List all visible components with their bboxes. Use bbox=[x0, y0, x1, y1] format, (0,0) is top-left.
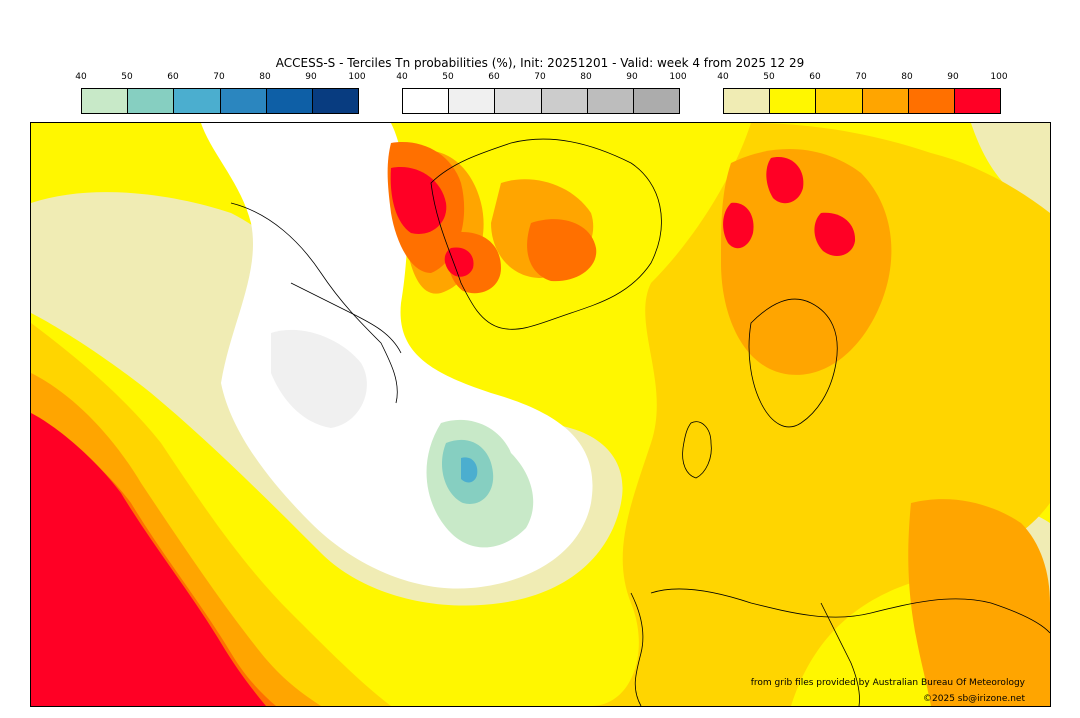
probability-map: from grib files provided by Australian B… bbox=[30, 122, 1051, 707]
legend-ticks-below: 40 50 60 70 80 90 100 bbox=[75, 72, 365, 84]
coastline-italy bbox=[820, 602, 860, 706]
legend-below-normal bbox=[81, 88, 359, 114]
tick-label: 90 bbox=[305, 72, 317, 82]
tick-label: 50 bbox=[763, 72, 775, 82]
tick-label: 60 bbox=[488, 72, 500, 82]
map-canvas: from grib files provided by Australian B… bbox=[31, 123, 1050, 706]
region-orange bbox=[721, 149, 892, 375]
tick-label: 40 bbox=[75, 72, 87, 82]
tick-label: 80 bbox=[259, 72, 271, 82]
coastline-scandinavia bbox=[748, 298, 838, 428]
tick-label: 100 bbox=[990, 72, 1008, 82]
region-red bbox=[814, 212, 856, 256]
region-red bbox=[390, 167, 447, 234]
coastline-iberia bbox=[630, 592, 644, 706]
tick-label: 70 bbox=[534, 72, 546, 82]
map-title: ACCESS-S - Terciles Tn probabilities (%)… bbox=[275, 56, 805, 70]
region-light-grey bbox=[271, 329, 367, 428]
legend-swatch bbox=[312, 89, 359, 113]
legend-swatch bbox=[724, 89, 771, 113]
coastline-europe bbox=[650, 588, 1050, 634]
legend-swatch bbox=[908, 89, 955, 113]
tick-label: 90 bbox=[626, 72, 638, 82]
tick-label: 70 bbox=[213, 72, 225, 82]
tick-label: 60 bbox=[809, 72, 821, 82]
tick-label: 50 bbox=[442, 72, 454, 82]
region-red bbox=[723, 202, 754, 249]
tick-label: 100 bbox=[669, 72, 687, 82]
region-red bbox=[444, 247, 474, 277]
tick-label: 100 bbox=[348, 72, 366, 82]
tick-label: 80 bbox=[901, 72, 913, 82]
region-dark-orange bbox=[447, 232, 501, 294]
legend-swatch bbox=[220, 89, 267, 113]
legend-swatch bbox=[266, 89, 313, 113]
region-blue bbox=[461, 457, 478, 483]
tick-label: 50 bbox=[121, 72, 133, 82]
tick-label: 90 bbox=[947, 72, 959, 82]
tick-label: 60 bbox=[167, 72, 179, 82]
legend-swatch bbox=[954, 89, 1001, 113]
legend-swatch bbox=[816, 89, 863, 113]
legend-swatch bbox=[82, 89, 129, 113]
legend-above-normal bbox=[723, 88, 1001, 114]
credit-copyright: ©2025 sb@irizone.net bbox=[923, 694, 1025, 704]
legend-swatch bbox=[633, 89, 680, 113]
legend-swatch bbox=[862, 89, 909, 113]
region-dark-orange bbox=[527, 219, 597, 282]
legend-swatch bbox=[128, 89, 175, 113]
legend-swatch bbox=[449, 89, 496, 113]
legend-ticks-near: 40 50 60 70 80 90 100 bbox=[396, 72, 686, 84]
tick-label: 40 bbox=[717, 72, 729, 82]
coastline-hudson bbox=[290, 282, 402, 354]
legend-ticks-above: 40 50 60 70 80 90 100 bbox=[717, 72, 1007, 84]
coastline-canada bbox=[230, 202, 398, 404]
legend-swatch bbox=[174, 89, 221, 113]
coastlines bbox=[230, 138, 1050, 706]
tick-label: 70 bbox=[855, 72, 867, 82]
region-beige bbox=[971, 123, 1050, 213]
legend-swatch bbox=[770, 89, 817, 113]
tick-label: 80 bbox=[580, 72, 592, 82]
legend-swatch bbox=[403, 89, 450, 113]
legend-swatch bbox=[495, 89, 542, 113]
legend-near-normal bbox=[402, 88, 680, 114]
region-red bbox=[766, 157, 804, 204]
credit-source: from grib files provided by Australian B… bbox=[751, 678, 1026, 688]
region-orange bbox=[908, 499, 1050, 706]
region-red bbox=[31, 413, 266, 706]
coastline-uk bbox=[682, 421, 712, 479]
region-gold bbox=[431, 123, 1050, 706]
legend-swatch bbox=[541, 89, 588, 113]
coastline-greenland bbox=[430, 138, 662, 330]
legend-swatch bbox=[587, 89, 634, 113]
tick-label: 40 bbox=[396, 72, 408, 82]
